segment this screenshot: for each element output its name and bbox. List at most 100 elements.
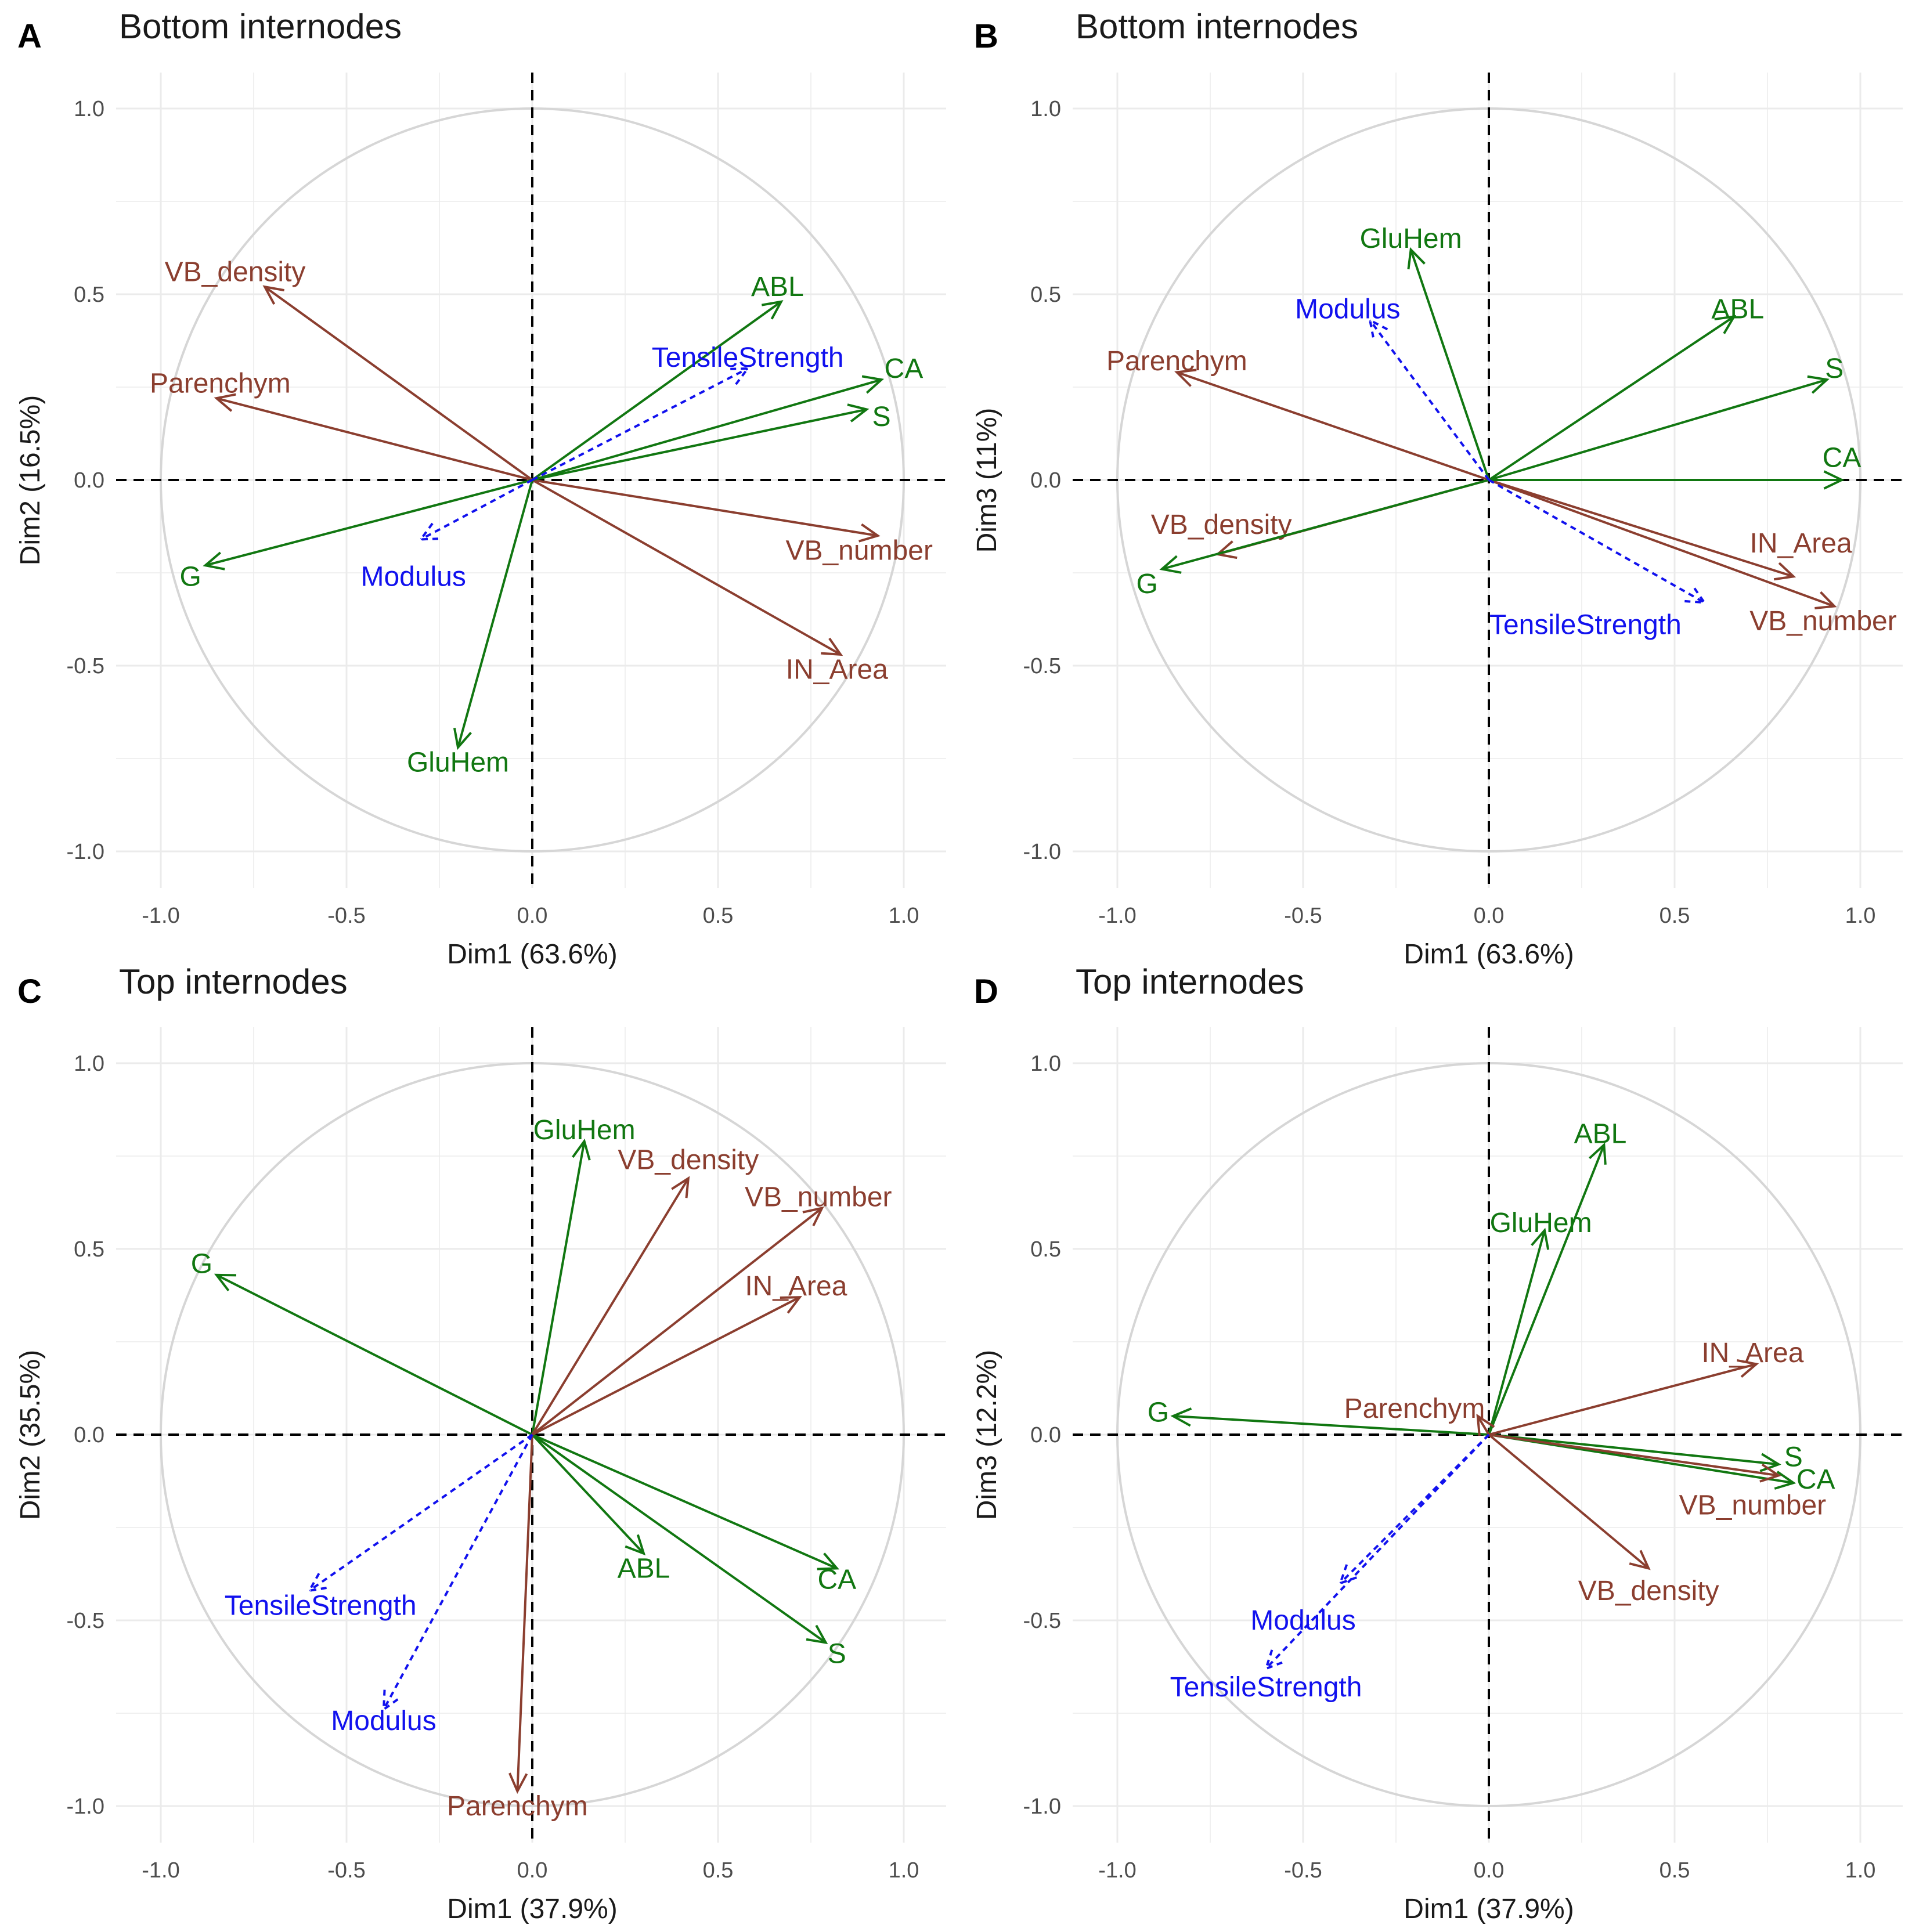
vector-label: VB_density (165, 257, 306, 288)
vector-arrowhead (214, 393, 236, 412)
vector-abl: ABL (531, 1433, 670, 1584)
vector-arrowhead (572, 1138, 591, 1161)
y-tick-label: 0.0 (1030, 468, 1061, 493)
x-axis-label: Dim1 (37.9%) (1404, 1894, 1574, 1924)
panel-title: Bottom internodes (119, 7, 402, 46)
vector-line (532, 1433, 838, 1570)
vector-vb-number: VB_number (531, 1182, 892, 1436)
y-tick-label: -0.5 (67, 1609, 104, 1633)
x-tick-label: 1.0 (889, 1858, 919, 1883)
vector-arrowhead (1773, 562, 1796, 581)
vector-arrowhead (1814, 591, 1837, 609)
vector-label: CA (817, 1565, 856, 1595)
vector-gluhem: GluHem (1488, 1208, 1592, 1435)
vector-s: S (1488, 353, 1844, 481)
x-axis-label: Dim1 (63.6%) (447, 939, 617, 970)
y-tick-label: 0.5 (1030, 1237, 1061, 1262)
vector-label: TensileStrength (1489, 610, 1682, 641)
vector-parenchym: Parenchym (1106, 346, 1489, 481)
vector-line (532, 1296, 800, 1436)
vector-in-area: IN_Area (532, 479, 888, 685)
vector-label: IN_Area (786, 654, 888, 685)
x-tick-label: 0.5 (703, 1858, 734, 1883)
vector-line (1173, 1415, 1489, 1436)
vector-arrowhead (1823, 470, 1845, 490)
panel-label: A (17, 17, 42, 55)
y-axis-label: Dim3 (12.2%) (972, 1350, 1002, 1520)
vector-arrowhead (1407, 247, 1426, 270)
vector-label: IN_Area (1701, 1338, 1803, 1368)
vector-s: S (531, 1433, 846, 1670)
vector-arrowhead (1338, 1564, 1359, 1586)
x-tick-label: 0.5 (1660, 904, 1690, 928)
vector-arrowhead (761, 300, 784, 320)
vector-line (532, 479, 878, 537)
vector-line (1488, 1433, 1650, 1569)
vector-label: IN_Area (1750, 528, 1852, 559)
vector-label: VB_density (618, 1144, 759, 1175)
panel-label: C (17, 973, 42, 1010)
vector-modulus: Modulus (331, 1434, 533, 1736)
vector-label: TensileStrength (652, 342, 844, 373)
vector-label: CA (1823, 443, 1862, 474)
vector-line (1477, 1415, 1490, 1436)
x-tick-label: -1.0 (142, 904, 179, 928)
vector-line (1488, 1363, 1757, 1436)
vector-arrowhead (1774, 1471, 1796, 1490)
vector-label: Parenchym (1106, 346, 1247, 377)
vector-line (531, 1433, 827, 1644)
vector-label: ABL (1711, 294, 1764, 325)
panel-a: -1.0 -0.5 0.0 0.5 1.0 -1.0 -0.5 0.0 0.5 1.0 Dim1 (… (15, 7, 946, 970)
vector-tensilestrength: TensileStrength (1170, 1433, 1490, 1703)
vector-line (420, 479, 533, 541)
vector-arrowhead (1737, 1359, 1759, 1378)
x-tick-label: -1.0 (1098, 1858, 1136, 1883)
vector-gluhem: GluHem (531, 1115, 636, 1435)
vector-ca: CA (532, 1433, 856, 1595)
vector-label: S (872, 402, 891, 432)
vector-arrowhead (453, 727, 472, 750)
vector-vb-density: VB_density (1488, 1433, 1719, 1606)
vector-label: GluHem (533, 1115, 636, 1146)
vector-line (532, 378, 882, 481)
vector-tensilestrength: TensileStrength (532, 342, 844, 481)
vector-arrowhead (1531, 1227, 1550, 1250)
vector-line (1265, 1433, 1490, 1670)
vector-label: GluHem (407, 747, 509, 778)
vector-arrowhead (861, 375, 885, 394)
y-tick-label: 0.0 (74, 1423, 104, 1447)
vector-arrowhead (847, 403, 870, 422)
vector-arrowhead (858, 523, 881, 543)
x-tick-label: 0.5 (703, 904, 734, 928)
vector-modulus: Modulus (1295, 294, 1490, 481)
vector-arrowhead (214, 1273, 237, 1292)
vector-gluhem: GluHem (1360, 223, 1490, 481)
x-axis-label: Dim1 (63.6%) (1404, 939, 1574, 970)
vector-arrowhead (780, 1296, 802, 1314)
vector-line (1161, 479, 1489, 570)
y-axis-label: Dim2 (16.5%) (15, 395, 46, 565)
y-tick-label: 0.5 (1030, 283, 1061, 307)
vector-arrowhead (1684, 586, 1707, 604)
vector-line (531, 1207, 823, 1436)
x-tick-label: 1.0 (889, 904, 919, 928)
vector-vb-density: VB_density (165, 257, 533, 481)
y-tick-label: 1.0 (74, 97, 104, 121)
vector-label: GluHem (1360, 223, 1462, 254)
y-tick-label: -1.0 (1023, 1794, 1061, 1819)
vector-label: Parenchym (447, 1791, 588, 1822)
vector-parenchym: Parenchym (150, 369, 533, 481)
vector-line (532, 408, 867, 481)
vector-label: VB_number (1679, 1490, 1826, 1521)
panel-title: Top internodes (119, 962, 348, 1001)
vector-label: G (191, 1249, 212, 1280)
panel-title: Bottom internodes (1076, 7, 1358, 46)
x-tick-label: 0.0 (517, 1858, 548, 1883)
vector-arrowhead (262, 285, 285, 305)
vector-tensilestrength: TensileStrength (225, 1433, 533, 1621)
vector-arrowhead (1588, 1142, 1607, 1165)
vector-arrowhead (728, 367, 751, 385)
x-tick-label: 1.0 (1845, 904, 1876, 928)
vector-arrowhead (817, 1552, 840, 1570)
